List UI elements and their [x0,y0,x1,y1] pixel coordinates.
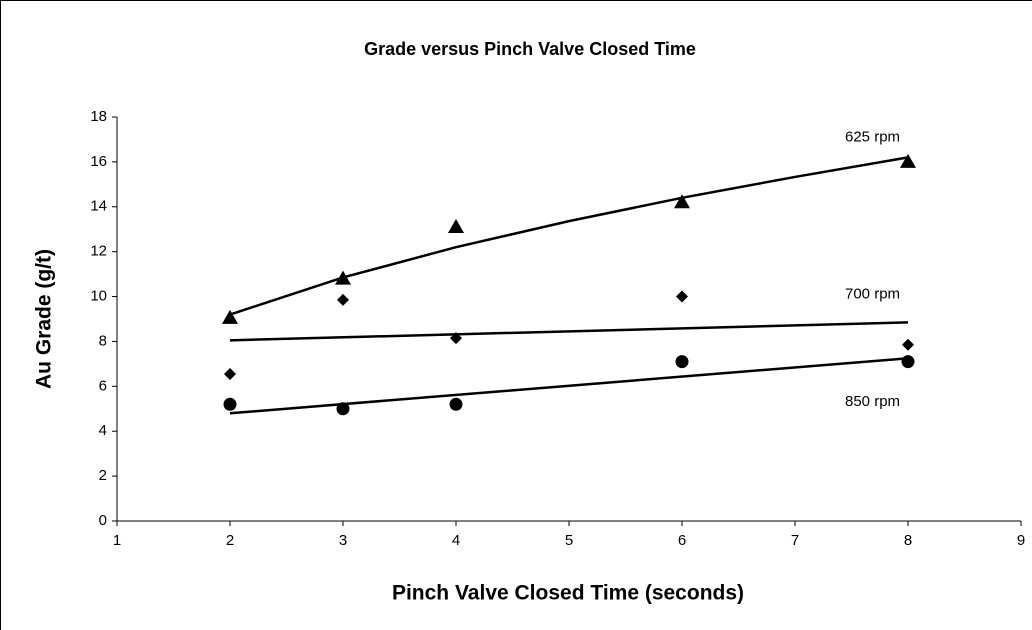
diamond-marker [676,290,688,303]
y-axis-label: Au Grade (g/t) [33,249,56,389]
y-tick-label: 0 [99,512,107,529]
x-tick-label: 9 [1017,532,1025,549]
y-tick-label: 12 [90,243,107,260]
x-tick-label: 6 [678,532,686,549]
x-tick-label: 1 [113,532,121,549]
circle-marker [449,397,463,411]
triangle-marker [335,270,351,285]
y-tick-label: 2 [99,467,107,484]
diamond-marker [224,367,236,380]
circle-marker [675,355,689,369]
x-tick-label: 2 [226,532,234,549]
series-label: 850 rpm [845,393,900,410]
series-label: 625 rpm [845,128,900,145]
x-tick-label: 8 [904,532,912,549]
y-tick-label: 10 [90,288,107,305]
triangle-marker [900,153,916,168]
x-tick-label: 4 [452,532,460,549]
x-tick-label: 7 [791,532,799,549]
y-tick-label: 8 [99,332,107,349]
y-tick-label: 18 [90,108,107,125]
x-axis-label: Pinch Valve Closed Time (seconds) [392,582,744,605]
triangle-marker [222,309,238,324]
y-tick-label: 4 [99,422,107,439]
x-tick-label: 5 [565,532,573,549]
triangle-marker [674,194,690,209]
diamond-marker [902,338,914,351]
series-label: 700 rpm [845,285,900,302]
triangle-marker [448,218,464,233]
trendline [229,321,909,342]
x-tick-label: 3 [339,532,347,549]
y-tick-label: 14 [90,198,107,215]
circle-marker [223,397,237,411]
circle-marker [336,402,350,416]
diamond-marker [337,293,349,306]
y-tick-label: 16 [90,153,107,170]
chart-title: Grade versus Pinch Valve Closed Time [364,39,696,59]
circle-marker [901,355,915,369]
diamond-marker [450,332,462,345]
y-tick-label: 6 [99,377,107,394]
